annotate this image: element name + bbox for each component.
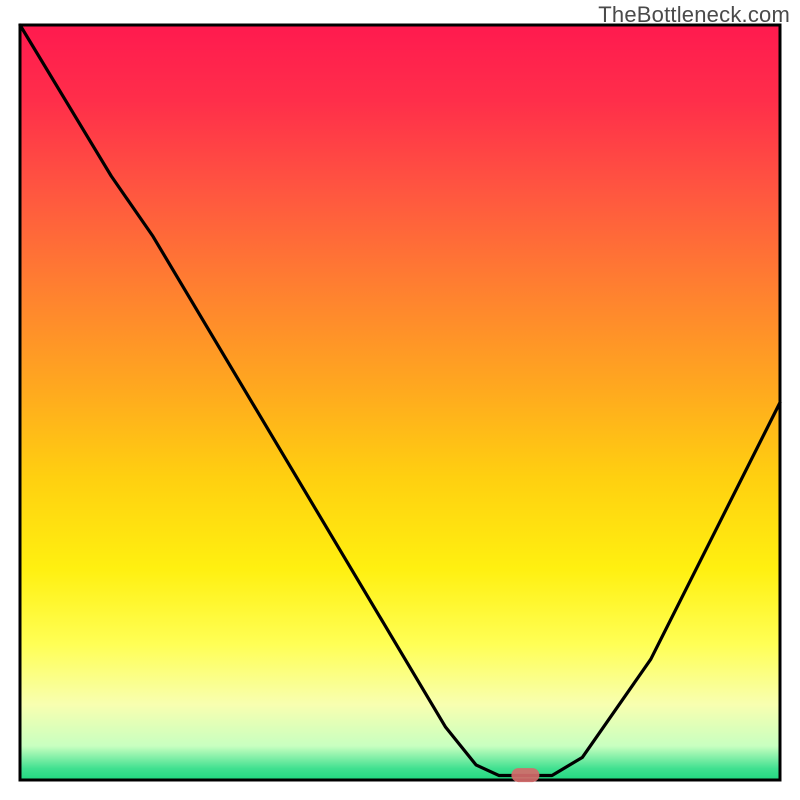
chart-background xyxy=(20,25,780,780)
watermark-label: TheBottleneck.com xyxy=(598,2,790,28)
chart-container: TheBottleneck.com xyxy=(0,0,800,800)
bottleneck-chart xyxy=(0,0,800,800)
optimal-marker xyxy=(511,768,539,782)
